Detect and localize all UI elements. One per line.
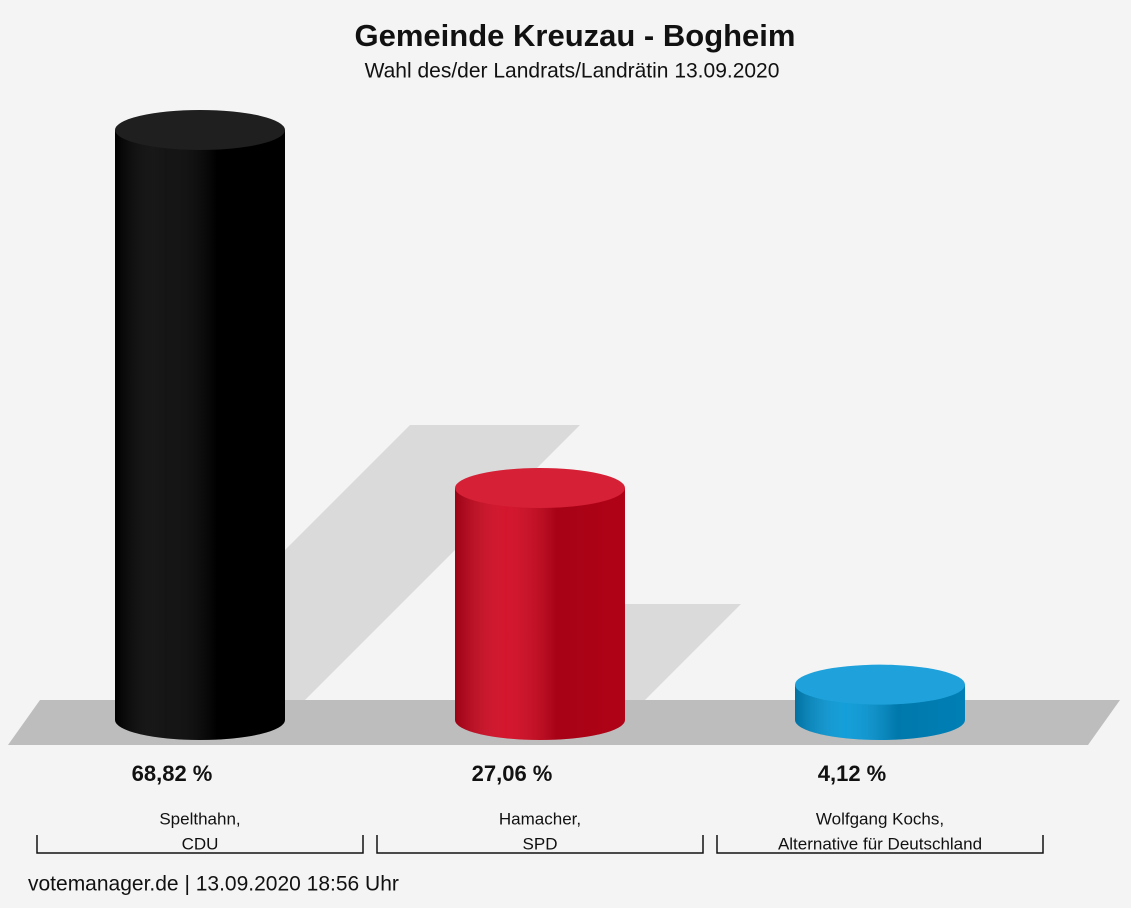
bar-top-highlight bbox=[455, 468, 625, 509]
chart-title: Gemeinde Kreuzau - Bogheim bbox=[355, 18, 796, 53]
category-label: Alternative für Deutschland bbox=[778, 834, 982, 853]
value-label: 68,82 % bbox=[132, 761, 213, 786]
category-bracket bbox=[376, 835, 704, 854]
bar-top-highlight bbox=[115, 110, 285, 150]
chart-subtitle: Wahl des/der Landrats/Landrätin 13.09.20… bbox=[365, 60, 780, 83]
bar-top bbox=[115, 110, 285, 150]
bar-top-highlight bbox=[795, 664, 965, 705]
category-label: Wolfgang Kochs, bbox=[816, 809, 944, 828]
bar-top bbox=[795, 664, 965, 705]
bar-top bbox=[455, 468, 625, 509]
category-label: Hamacher, bbox=[499, 809, 581, 828]
category-label: CDU bbox=[182, 834, 219, 853]
category-bracket bbox=[36, 835, 364, 854]
category-bracket bbox=[716, 835, 1044, 854]
category-label: SPD bbox=[523, 834, 558, 853]
category-label: Spelthahn, bbox=[159, 809, 240, 828]
bar-shading bbox=[455, 488, 625, 740]
bar-shading bbox=[115, 130, 285, 740]
value-label: 4,12 % bbox=[818, 761, 887, 786]
footer: votemanager.de | 13.09.2020 18:56 Uhr bbox=[28, 873, 399, 896]
value-label: 27,06 % bbox=[472, 761, 553, 786]
